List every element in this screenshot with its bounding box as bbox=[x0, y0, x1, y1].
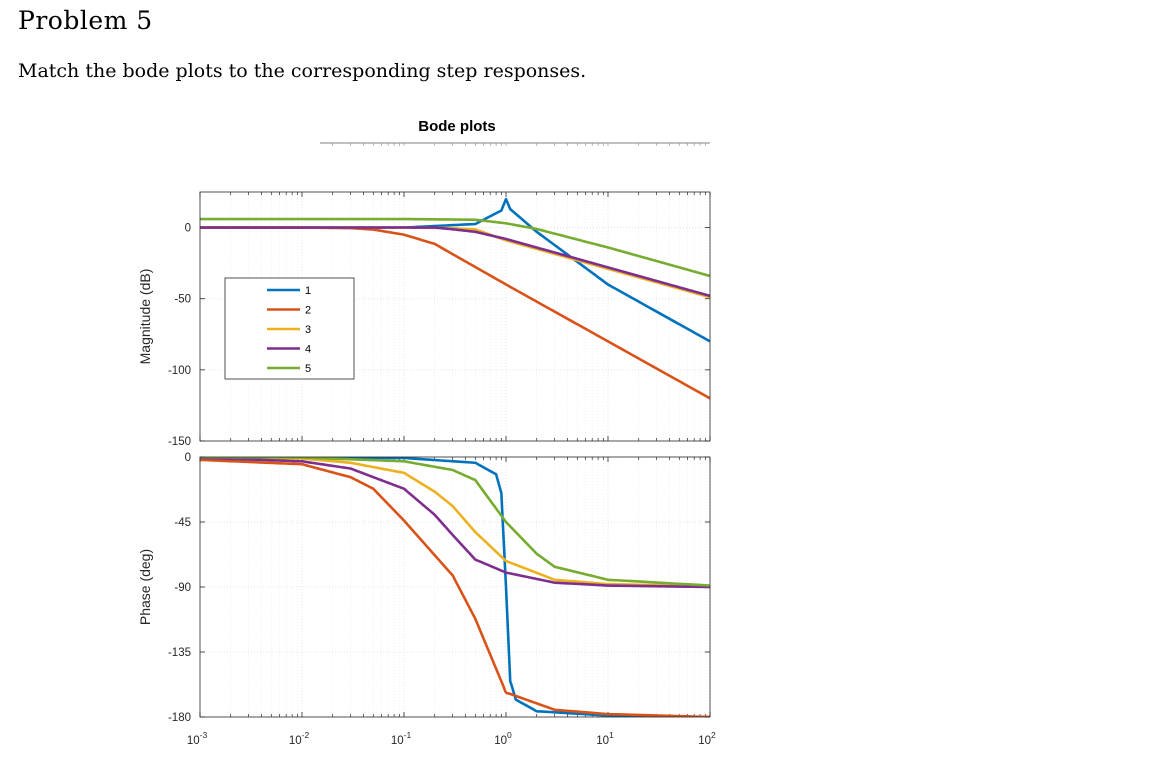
magnitude-y-tick-label: -100 bbox=[168, 365, 191, 377]
legend-label-2: 2 bbox=[305, 305, 311, 317]
magnitude-y-tick-label: -50 bbox=[174, 294, 191, 306]
phase-y-axis-label: Phase (deg) bbox=[137, 549, 153, 625]
x-tick-label: 10-2 bbox=[289, 730, 310, 747]
magnitude-y-tick-label: -150 bbox=[168, 436, 191, 448]
phase-series-1-line bbox=[200, 457, 710, 717]
magnitude-y-axis-label: Magnitude (dB) bbox=[137, 269, 153, 365]
legend-label-5: 5 bbox=[305, 363, 311, 375]
x-tick-label: 102 bbox=[698, 730, 716, 747]
phase-y-tick-label: 0 bbox=[185, 452, 191, 464]
magnitude-y-tick-label: 0 bbox=[185, 223, 191, 235]
chart-title: Bode plots bbox=[418, 118, 496, 135]
x-tick-label: 100 bbox=[494, 730, 512, 747]
problem-title: Problem 5 bbox=[18, 6, 153, 35]
phase-y-tick-label: -45 bbox=[174, 517, 191, 529]
phase-series-5-line bbox=[200, 457, 710, 587]
legend-label-3: 3 bbox=[305, 324, 311, 336]
legend-label-4: 4 bbox=[305, 344, 311, 356]
phase-panel: 0 -45 -90 -135 -180 Phase (deg) bbox=[137, 452, 711, 724]
magnitude-series-4-line bbox=[200, 226, 710, 298]
phase-series-4-line bbox=[200, 457, 710, 589]
legend-label-1: 1 bbox=[305, 285, 311, 297]
phase-y-tick-label: -180 bbox=[168, 712, 191, 724]
magnitude-series-5-line bbox=[200, 217, 710, 278]
x-tick-label: 101 bbox=[596, 730, 614, 747]
phase-series-2-line bbox=[200, 458, 710, 717]
legend: 1 2 3 4 5 bbox=[224, 277, 355, 380]
problem-statement: Match the bode plots to the correspondin… bbox=[18, 60, 587, 82]
phase-y-tick-label: -135 bbox=[168, 647, 191, 659]
phase-axes-box bbox=[199, 456, 711, 718]
magnitude-axes-box bbox=[199, 191, 711, 442]
x-tick-label: 10-3 bbox=[187, 730, 208, 747]
phase-y-tick-label: -90 bbox=[174, 582, 191, 594]
x-tick-label: 10-1 bbox=[391, 730, 412, 747]
phase-series-3-line bbox=[200, 457, 710, 588]
magnitude-panel: 0 -50 -100 -150 Magnitude (dB) bbox=[137, 191, 711, 448]
